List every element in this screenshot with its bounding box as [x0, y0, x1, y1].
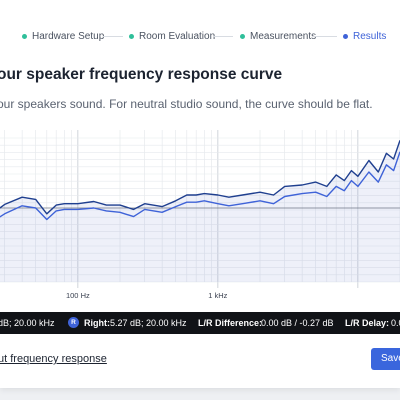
- response-area: [0, 140, 400, 282]
- series-line-right: [0, 151, 400, 221]
- step-dot-results: [343, 34, 348, 39]
- step-hardware-setup[interactable]: Hardware Setup: [32, 31, 105, 42]
- lr-difference-value: 0.00 dB / -0.27 dB: [261, 318, 334, 328]
- results-card: Hardware Setup Room Evaluation Measureme…: [0, 0, 400, 388]
- series-line-left: [0, 140, 400, 215]
- step-room-evaluation[interactable]: Room Evaluation: [139, 31, 216, 42]
- chart-area-fill: [0, 140, 400, 282]
- measurement-readout-bar: dB; 20.00 kHz R Right: 5.27 dB; 20.00 kH…: [0, 312, 400, 334]
- right-channel-label: Right:: [84, 318, 110, 328]
- page-title: our speaker frequency response curve: [0, 66, 283, 83]
- chart-series: [0, 140, 400, 221]
- step-measurements[interactable]: Measurements: [250, 31, 317, 42]
- about-frequency-response-link[interactable]: ut frequency response: [0, 353, 107, 365]
- lr-delay-label: L/R Delay:: [345, 318, 390, 328]
- frequency-response-chart[interactable]: 100 Hz 1 kHz: [0, 130, 400, 310]
- step-connector: [213, 36, 233, 37]
- step-dot-room: [129, 34, 134, 39]
- right-channel-badge: R: [68, 317, 79, 328]
- step-connector: [103, 36, 123, 37]
- chart-grid: [0, 130, 400, 288]
- page-subtitle: our speakers sound. For neutral studio s…: [0, 97, 373, 111]
- save-button[interactable]: Save: [371, 348, 400, 370]
- step-dot-measurements: [240, 34, 245, 39]
- left-channel-value: dB; 20.00 kHz: [0, 318, 55, 328]
- chart-tick-labels: 100 Hz 1 kHz: [66, 291, 228, 300]
- wizard-stepper: Hardware Setup Room Evaluation Measureme…: [0, 30, 400, 44]
- step-dot-hardware: [22, 34, 27, 39]
- step-results[interactable]: Results: [353, 31, 387, 42]
- lr-difference-label: L/R Difference:: [198, 318, 263, 328]
- x-tick-label: 100 Hz: [66, 291, 90, 300]
- step-connector: [313, 36, 337, 37]
- x-tick-label: 1 kHz: [208, 291, 227, 300]
- right-channel-value: 5.27 dB; 20.00 kHz: [110, 318, 187, 328]
- lr-delay-value: 0.0: [391, 318, 400, 328]
